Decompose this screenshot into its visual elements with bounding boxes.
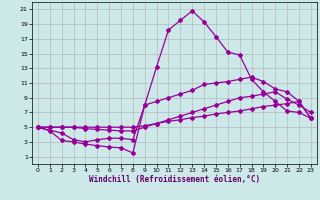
X-axis label: Windchill (Refroidissement éolien,°C): Windchill (Refroidissement éolien,°C) bbox=[89, 175, 260, 184]
